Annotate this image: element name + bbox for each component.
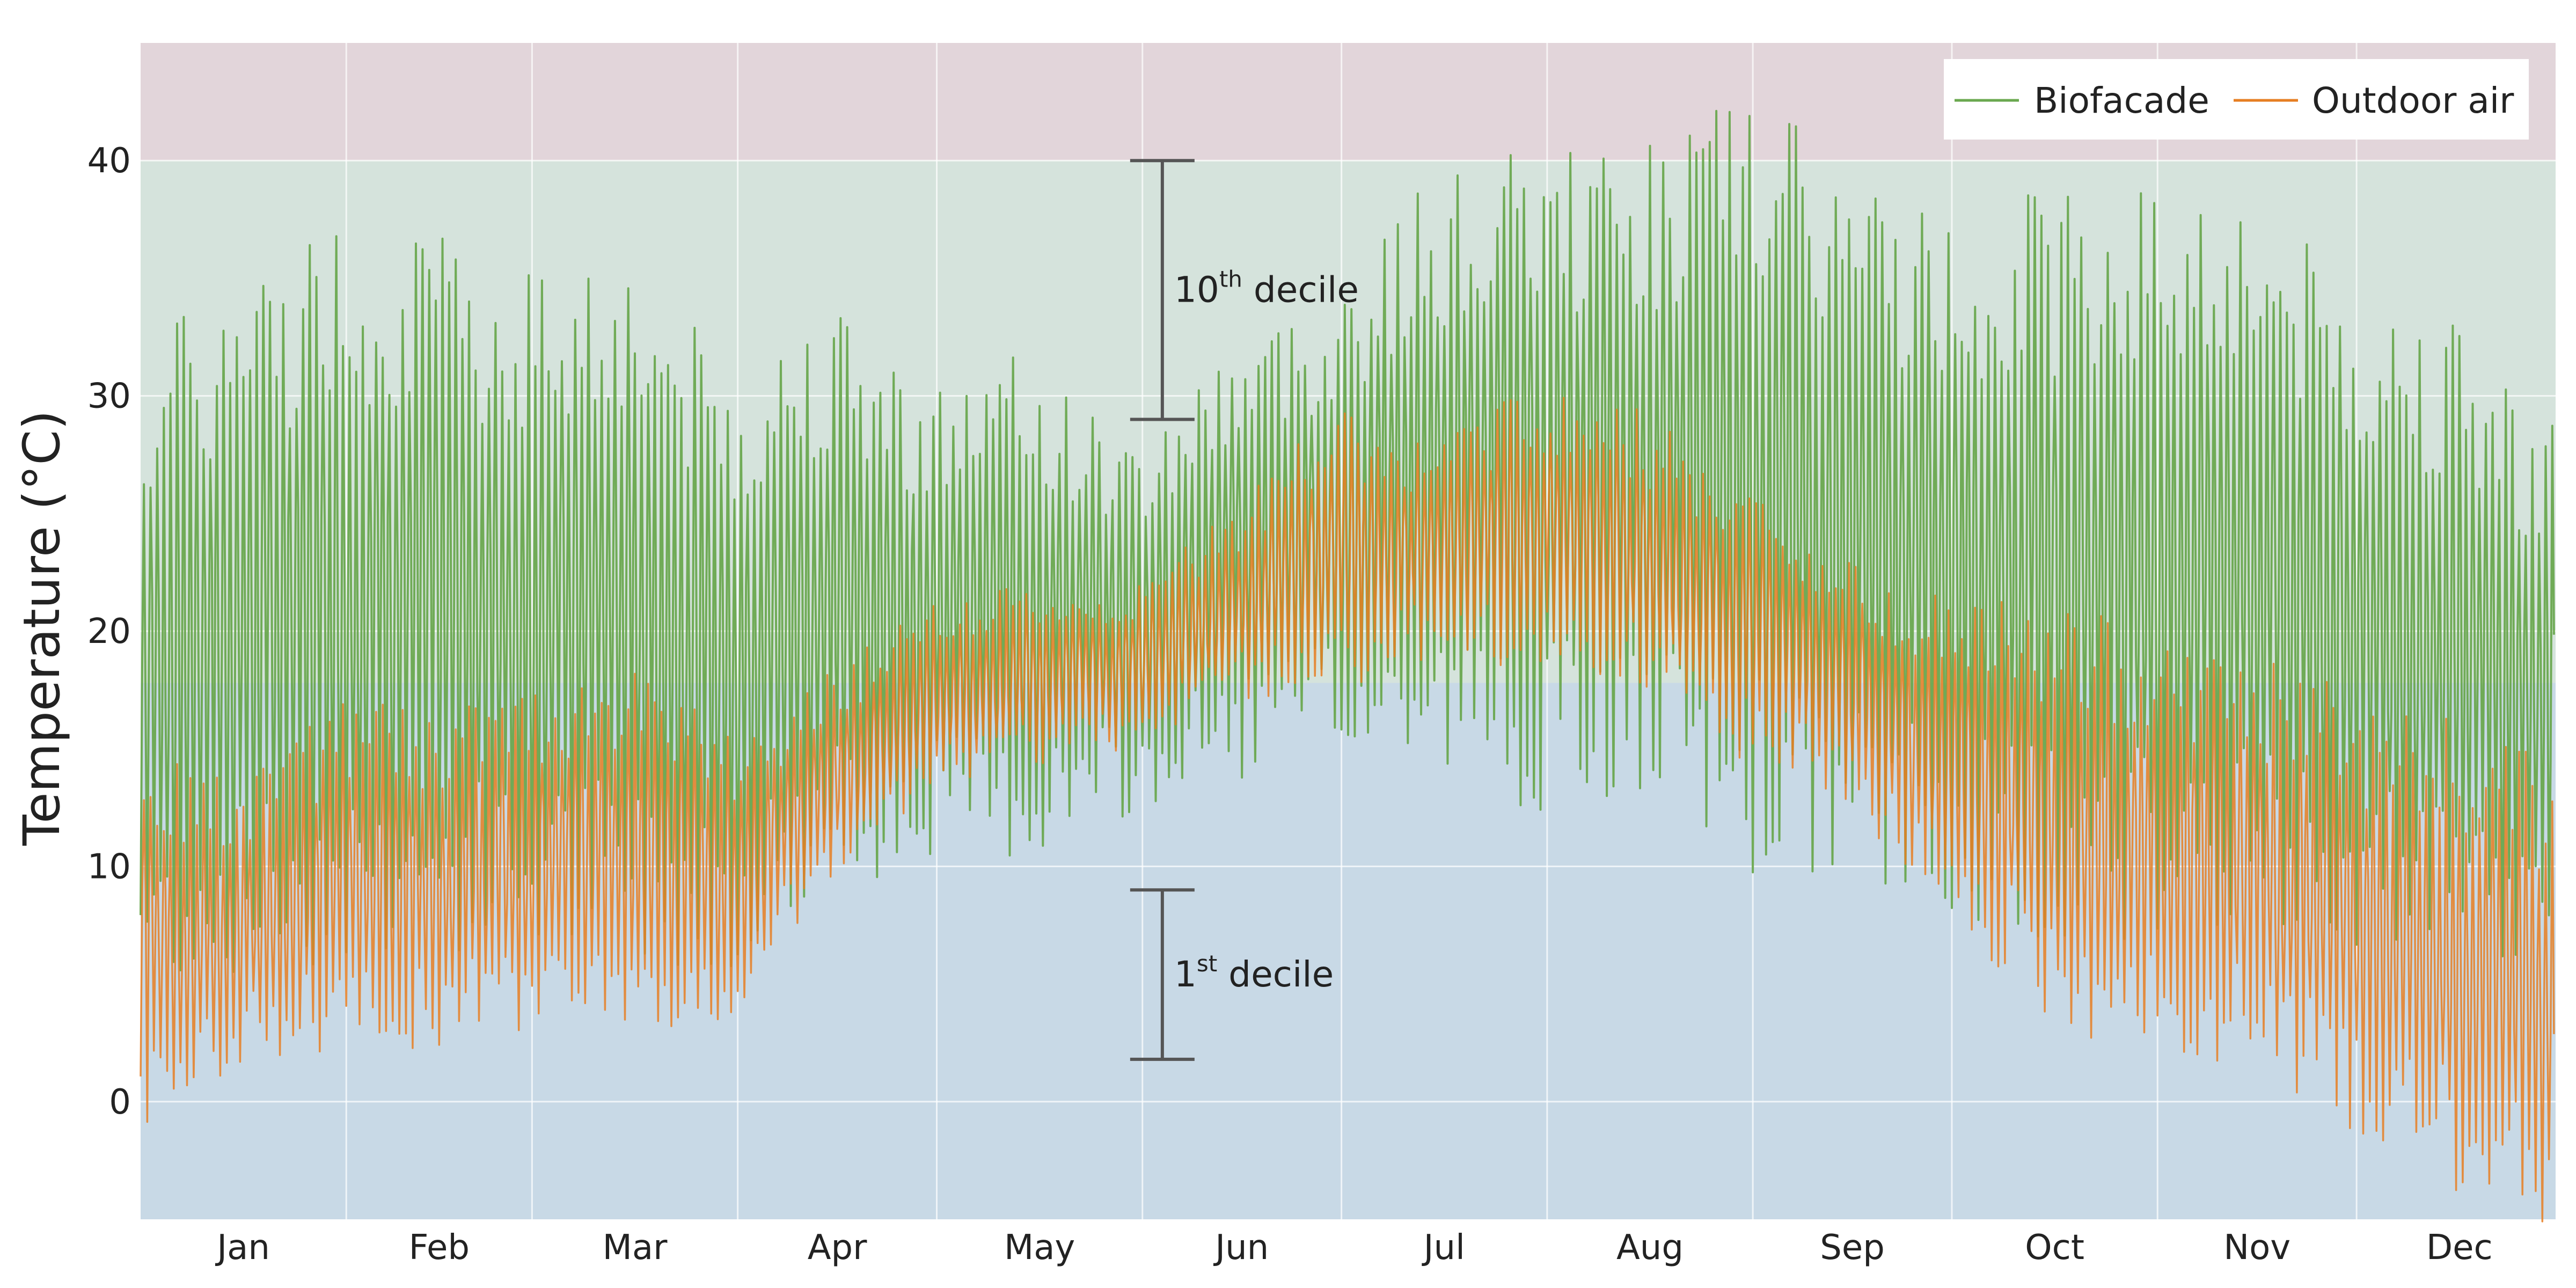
legend: Biofacade Outdoor air	[1944, 59, 2529, 140]
x-tick-label: Dec	[2426, 1228, 2493, 1268]
series-lines	[140, 109, 2555, 1223]
decile-label: 10th decile	[1174, 266, 1359, 310]
x-tick-label: Oct	[2025, 1228, 2084, 1268]
decile-label: 1st decile	[1174, 950, 1334, 995]
y-tick-label: 40	[87, 141, 131, 181]
x-tick-label: Jul	[1422, 1228, 1465, 1268]
x-tick-label: Aug	[1616, 1228, 1684, 1268]
decile-annotations: 10th decile 1st decile	[1130, 159, 1359, 1061]
y-tick-label: 0	[109, 1082, 131, 1122]
x-tick-label: Jun	[1213, 1228, 1269, 1268]
x-tick-label: Feb	[409, 1228, 470, 1268]
y-axis-title: Temperature (°C)	[13, 410, 71, 846]
y-tick-label: 20	[87, 612, 131, 652]
x-tick-label: Nov	[2223, 1228, 2290, 1268]
x-tick-label: Mar	[603, 1228, 668, 1268]
y-tick-label: 30	[87, 377, 131, 416]
x-tick-label: Jan	[215, 1228, 270, 1268]
legend-label-biofacade: Biofacade	[2034, 80, 2209, 121]
x-tick-label: Apr	[808, 1228, 867, 1268]
y-tick-label: 10	[87, 847, 131, 887]
legend-label-outdoor-air: Outdoor air	[2312, 80, 2514, 121]
x-axis-ticks: Jan Feb Mar Apr May Jun Jul Aug Sep Oct Nov Dec	[215, 1228, 2492, 1268]
x-tick-label: May	[1004, 1228, 1075, 1268]
x-tick-label: Sep	[1820, 1228, 1885, 1268]
y-axis-ticks: 0 10 20 30 40	[87, 141, 131, 1122]
series-line-outdoor-air	[140, 397, 2555, 1223]
